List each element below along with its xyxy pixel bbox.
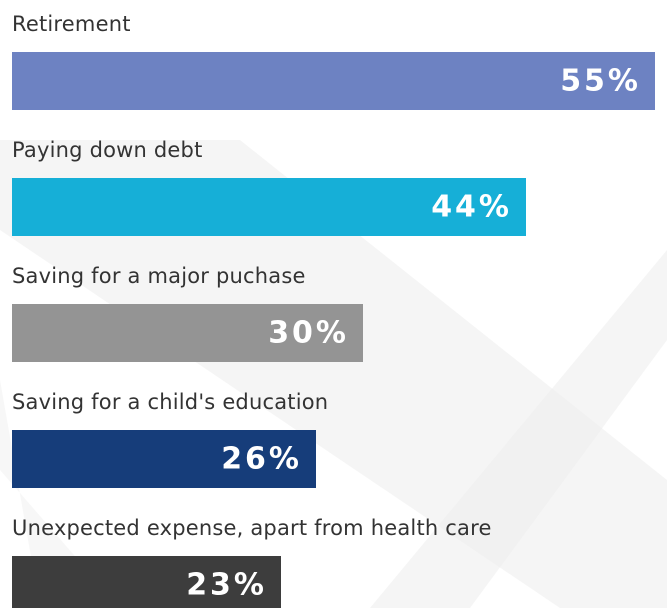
data-label: 30% xyxy=(268,315,349,351)
data-label: 44% xyxy=(431,189,512,225)
category-label: Retirement xyxy=(12,12,131,36)
bar: 26% xyxy=(12,430,316,488)
bar: 30% xyxy=(12,304,363,362)
data-label: 23% xyxy=(186,567,267,603)
bar: 55% xyxy=(12,52,655,110)
data-label: 55% xyxy=(560,63,641,99)
category-label: Unexpected expense, apart from health ca… xyxy=(12,516,492,540)
category-label: Saving for a major puchase xyxy=(12,264,306,288)
category-label: Paying down debt xyxy=(12,138,203,162)
bar: 23% xyxy=(12,556,281,608)
data-label: 26% xyxy=(221,441,302,477)
bar: 44% xyxy=(12,178,526,236)
category-label: Saving for a child's education xyxy=(12,390,329,414)
